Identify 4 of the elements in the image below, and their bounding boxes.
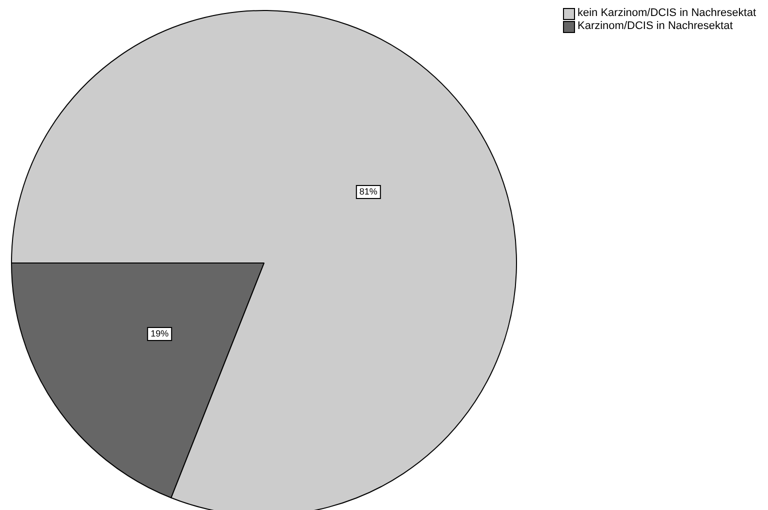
data-label: 19% (150, 328, 169, 338)
legend-label: kein Karzinom/DCIS in Nachresektat (577, 7, 756, 20)
data-label: 81% (359, 186, 378, 197)
legend-label: Karzinom/DCIS in Nachresektat (577, 20, 733, 33)
